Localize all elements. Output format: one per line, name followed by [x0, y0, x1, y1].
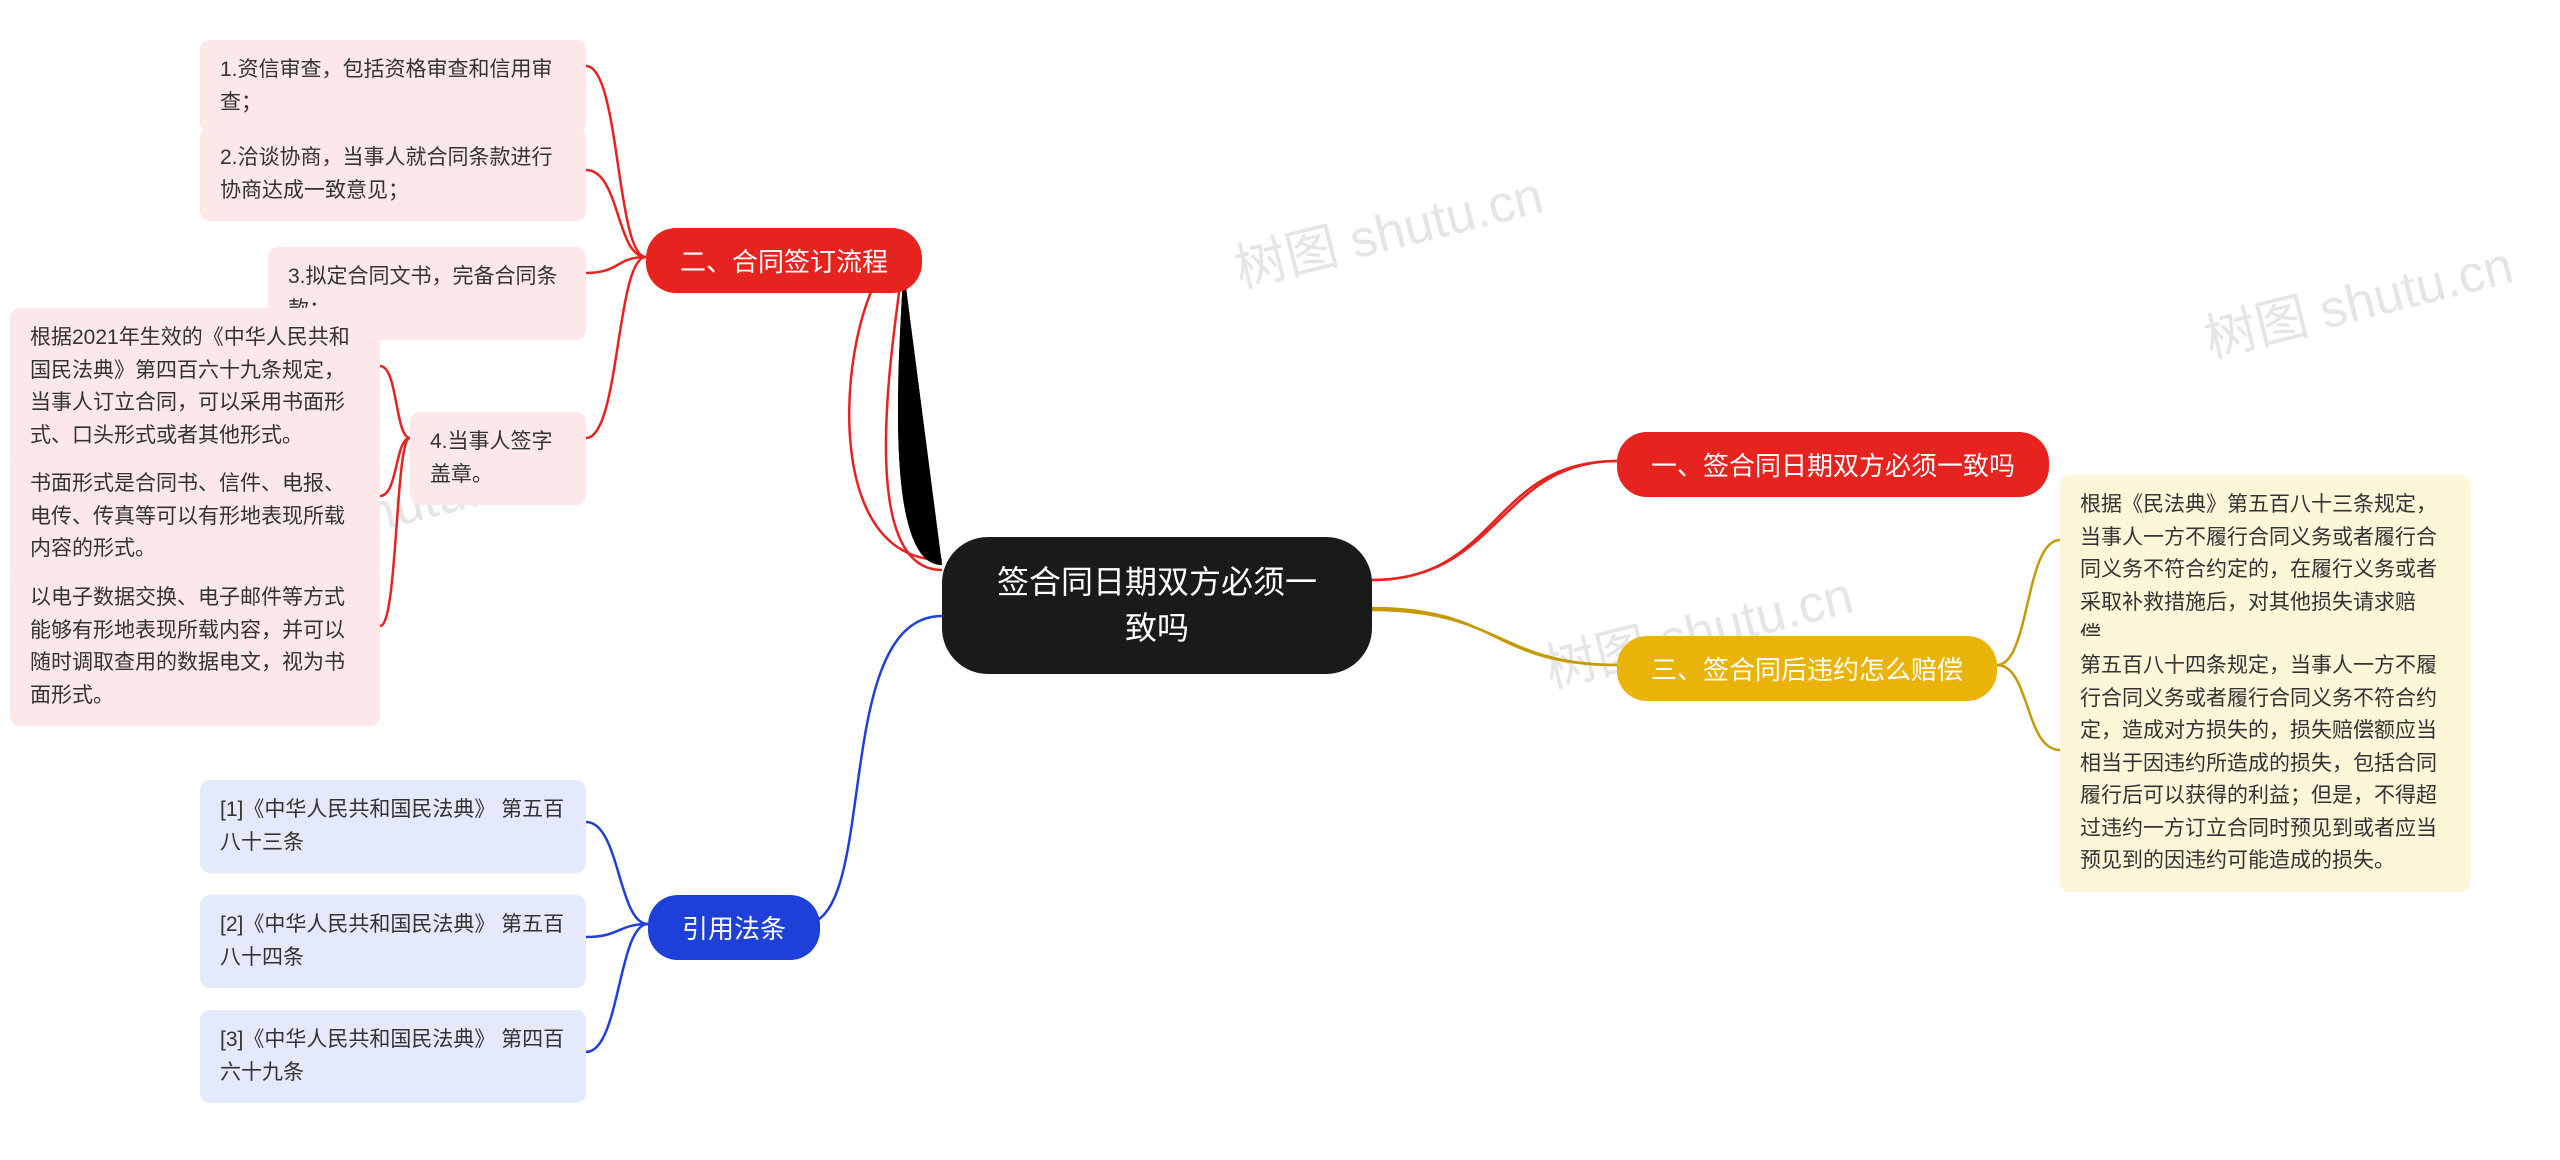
- branch-2-leaf-1[interactable]: 1.资信审查，包括资格审查和信用审查；: [200, 40, 586, 133]
- branch-1[interactable]: 一、签合同日期双方必须一致吗: [1617, 432, 2049, 497]
- branch-2-leaf-4-sub-2[interactable]: 书面形式是合同书、信件、电报、电传、传真等可以有形地表现所载内容的形式。: [10, 454, 380, 580]
- branch-2-leaf-4[interactable]: 4.当事人签字盖章。: [410, 412, 586, 505]
- branch-2[interactable]: 二、合同签订流程: [646, 228, 922, 293]
- branch-3-leaf-2[interactable]: 第五百八十四条规定，当事人一方不履行合同义务或者履行合同义务不符合约定，造成对方…: [2060, 636, 2470, 892]
- root-node[interactable]: 签合同日期双方必须一致吗: [942, 537, 1372, 674]
- branch-2-leaf-4-sub-3[interactable]: 以电子数据交换、电子邮件等方式能够有形地表现所载内容，并可以随时调取查用的数据电…: [10, 568, 380, 726]
- watermark: 树图 shutu.cn: [2196, 223, 2520, 372]
- branch-4-leaf-1[interactable]: [1]《中华人民共和国民法典》 第五百八十三条: [200, 780, 586, 873]
- branch-4-leaf-3[interactable]: [3]《中华人民共和国民法典》 第四百六十九条: [200, 1010, 586, 1103]
- watermark: 树图 shutu.cn: [1226, 153, 1550, 302]
- branch-2-leaf-4-sub-1[interactable]: 根据2021年生效的《中华人民共和国民法典》第四百六十九条规定，当事人订立合同，…: [10, 308, 380, 466]
- branch-2-leaf-2[interactable]: 2.洽谈协商，当事人就合同条款进行协商达成一致意见；: [200, 128, 586, 221]
- branch-4-leaf-2[interactable]: [2]《中华人民共和国民法典》 第五百八十四条: [200, 895, 586, 988]
- branch-4[interactable]: 引用法条: [648, 895, 820, 960]
- branch-3[interactable]: 三、签合同后违约怎么赔偿: [1617, 636, 1997, 701]
